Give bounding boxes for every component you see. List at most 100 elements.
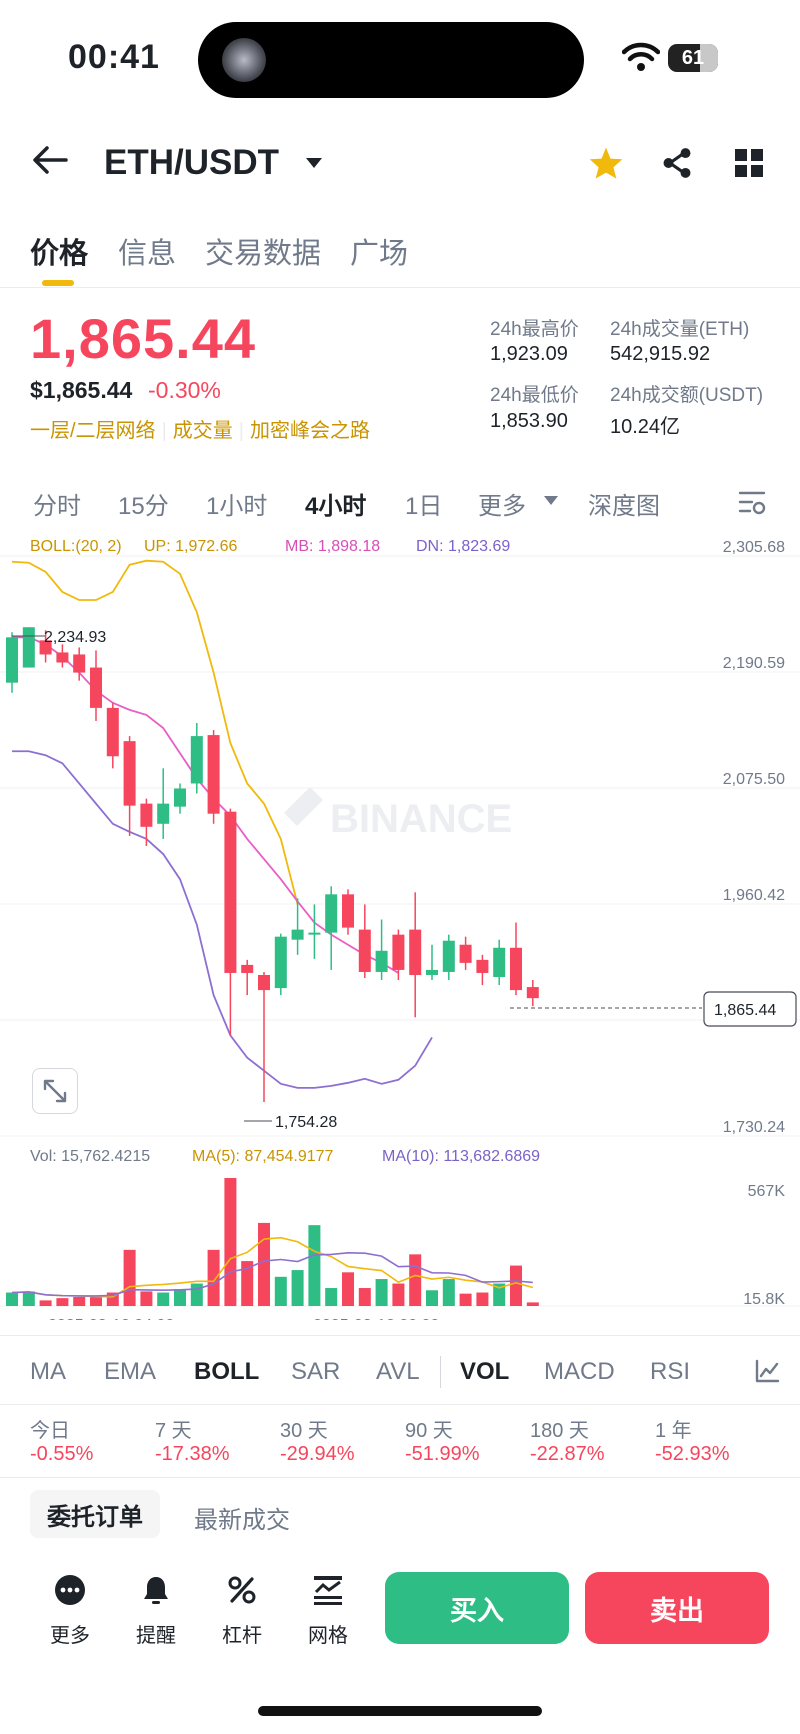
volume-bar bbox=[409, 1254, 422, 1306]
perf-label-today: 今日 bbox=[30, 1420, 70, 1442]
vol-tick-label: 567K bbox=[748, 1183, 786, 1200]
perf-label-7d: 7 天 bbox=[155, 1420, 192, 1442]
perf-value-1y: -52.93% bbox=[655, 1443, 730, 1465]
volume-bar bbox=[291, 1270, 304, 1306]
grid-trading-icon bbox=[314, 1576, 342, 1605]
tab-info[interactable]: 信息 bbox=[118, 238, 177, 270]
status-time: 00:41 bbox=[68, 38, 160, 76]
interval-4h[interactable]: 4小时 bbox=[305, 493, 367, 520]
last-price: 1,865.44 bbox=[30, 307, 256, 370]
candle bbox=[274, 936, 287, 989]
interval-more[interactable]: 更多 bbox=[478, 493, 526, 520]
volume-bar bbox=[56, 1298, 69, 1306]
interval-1d[interactable]: 1日 bbox=[405, 493, 443, 520]
kline-chart[interactable]: BINANCE 2,305.68 2,190.59 2,075.50 1,960.42… bbox=[0, 520, 800, 1320]
divider bbox=[0, 1477, 800, 1478]
volume-bar bbox=[510, 1265, 522, 1306]
candle bbox=[140, 803, 153, 827]
interval-1h[interactable]: 1小时 bbox=[206, 493, 268, 520]
indicator-macd[interactable]: MACD bbox=[544, 1358, 615, 1385]
candle bbox=[190, 736, 203, 784]
grid-button[interactable]: 网格 bbox=[288, 1574, 368, 1648]
perf-value-30d: -29.94% bbox=[280, 1443, 355, 1465]
indicator-sar[interactable]: SAR bbox=[291, 1358, 341, 1385]
tag-volume[interactable]: 成交量 bbox=[172, 420, 233, 442]
volume-bar bbox=[342, 1272, 354, 1306]
candle bbox=[325, 894, 338, 933]
boll-up-legend: UP: 1,972.66 bbox=[144, 538, 238, 555]
more-button[interactable]: 更多 bbox=[30, 1574, 110, 1648]
chevron-down-icon[interactable] bbox=[306, 158, 322, 168]
volume-bar bbox=[526, 1302, 539, 1306]
candle bbox=[39, 640, 52, 655]
tab-trading-data[interactable]: 交易数据 bbox=[205, 238, 322, 270]
indicator-vol[interactable]: VOL bbox=[460, 1358, 510, 1385]
boll-dn-legend: DN: 1,823.69 bbox=[416, 538, 511, 555]
more-label: 更多 bbox=[50, 1625, 90, 1647]
tab-price[interactable]: 价格 bbox=[30, 238, 89, 270]
pair-selector[interactable]: ETH/USDT bbox=[104, 143, 279, 182]
candle bbox=[476, 959, 489, 973]
interval-timeshare[interactable]: 分时 bbox=[33, 493, 81, 520]
sell-button[interactable]: 卖出 bbox=[585, 1572, 769, 1644]
grid-menu-icon[interactable] bbox=[734, 148, 764, 178]
tab-latest-trades[interactable]: 最新成交 bbox=[194, 1507, 290, 1534]
tab-square[interactable]: 广场 bbox=[350, 238, 409, 270]
flashlight-icon bbox=[222, 38, 266, 82]
candle bbox=[291, 929, 304, 940]
divider bbox=[0, 287, 800, 288]
interval-depth[interactable]: 深度图 bbox=[588, 493, 660, 520]
volume-bar bbox=[224, 1178, 237, 1306]
favorite-star-icon[interactable] bbox=[588, 146, 624, 180]
low-label: 24h最低价 bbox=[490, 385, 579, 406]
indicator-rsi[interactable]: RSI bbox=[650, 1358, 691, 1385]
high-label: 24h最高价 bbox=[490, 319, 579, 340]
perf-label-1y: 1 年 bbox=[655, 1420, 692, 1442]
volume-bar bbox=[190, 1283, 203, 1306]
fullscreen-button[interactable] bbox=[32, 1068, 78, 1114]
volume-bar bbox=[123, 1249, 136, 1306]
bell-icon bbox=[144, 1577, 168, 1604]
boll-legend: BOLL:(20, 2) bbox=[30, 538, 122, 555]
candle bbox=[224, 811, 237, 973]
back-arrow-icon[interactable] bbox=[32, 145, 68, 175]
share-icon[interactable] bbox=[660, 146, 694, 180]
price-change: -0.30% bbox=[148, 377, 221, 403]
perf-value-today: -0.55% bbox=[30, 1443, 94, 1465]
candle bbox=[392, 934, 405, 970]
indicator-settings-icon[interactable] bbox=[754, 1358, 780, 1384]
candle bbox=[6, 637, 18, 683]
buy-button[interactable]: 买入 bbox=[385, 1572, 569, 1644]
volume-bar bbox=[426, 1290, 438, 1306]
boll-upper-line bbox=[11, 559, 299, 905]
indicator-avl[interactable]: AVL bbox=[376, 1358, 420, 1385]
indicator-boll[interactable]: BOLL bbox=[194, 1358, 260, 1385]
indicator-ma[interactable]: MA bbox=[30, 1358, 66, 1385]
chevron-down-icon[interactable] bbox=[544, 496, 558, 505]
tag-summit[interactable]: 加密峰会之路 bbox=[249, 420, 370, 442]
tag-list: 一层/二层网络 | 成交量 | 加密峰会之路 bbox=[30, 420, 370, 442]
leverage-button[interactable]: 杠杆 bbox=[202, 1574, 282, 1648]
max-price-label: 2,234.93 bbox=[44, 629, 106, 646]
interval-15m[interactable]: 15分 bbox=[118, 493, 169, 520]
candle bbox=[358, 929, 371, 972]
watermark: BINANCE bbox=[284, 787, 512, 841]
candle bbox=[258, 974, 270, 991]
volume-bar bbox=[73, 1297, 86, 1306]
vol-tick-label: 15.8K bbox=[743, 1291, 785, 1308]
candle bbox=[157, 803, 170, 824]
candle bbox=[123, 741, 136, 806]
vol-ma10-line bbox=[11, 1251, 533, 1297]
chart-settings-icon[interactable] bbox=[738, 490, 766, 516]
candle bbox=[106, 707, 119, 757]
high-value: 1,923.09 bbox=[490, 343, 568, 365]
indicator-ema[interactable]: EMA bbox=[104, 1358, 157, 1385]
candle bbox=[308, 932, 321, 935]
min-price-label: 1,754.28 bbox=[275, 1114, 337, 1131]
candle bbox=[73, 654, 86, 673]
alert-button[interactable]: 提醒 bbox=[116, 1574, 196, 1648]
volume-bar bbox=[90, 1295, 102, 1306]
tag-layer[interactable]: 一层/二层网络 bbox=[30, 420, 156, 442]
perf-value-90d: -51.99% bbox=[405, 1443, 480, 1465]
tab-open-orders[interactable]: 委托订单 bbox=[30, 1490, 160, 1538]
